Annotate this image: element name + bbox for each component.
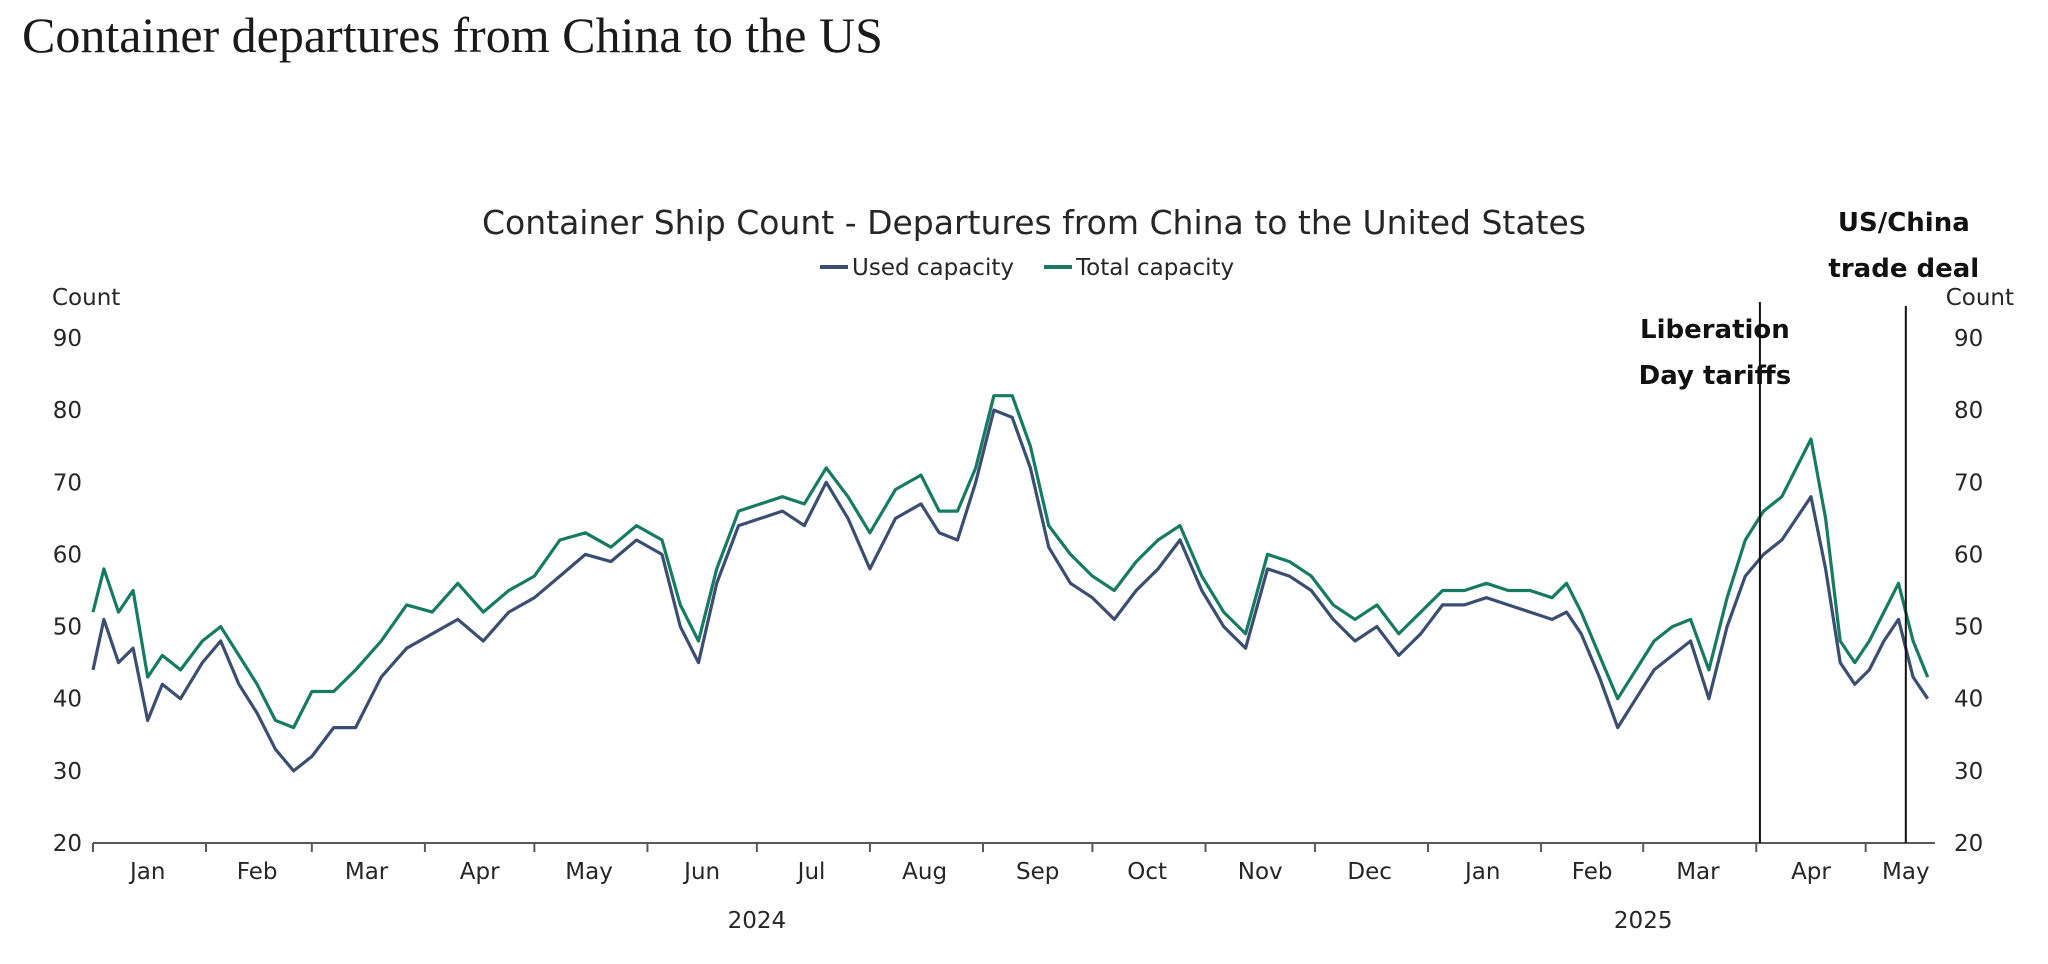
y-axis-right-title: Count <box>1946 285 2014 311</box>
x-tick-label: Dec <box>1347 859 1392 885</box>
x-tick-label: Jul <box>796 859 826 885</box>
y-axis-right: 20 30 40 50 60 70 80 90 <box>1954 326 1983 857</box>
x-tick-label: Sep <box>1016 859 1059 885</box>
y-axis-left: 20 30 40 50 60 70 80 90 <box>53 326 82 857</box>
y-tick-label-left: 90 <box>53 326 82 352</box>
series-lines <box>91 394 1930 773</box>
y-tick-label-left: 70 <box>53 470 82 496</box>
x-axis: Jan Feb Mar Apr May Jun Jul Aug Sep Oct Nov Dec Jan F… <box>92 842 1935 934</box>
y-tick-label-right: 30 <box>1954 759 1983 785</box>
y-tick-label-left: 30 <box>53 759 82 785</box>
x-tick-label: May <box>565 859 613 885</box>
annotation-label: trade deal <box>1828 254 1979 284</box>
y-tick-label-right: 50 <box>1954 615 1983 641</box>
x-tick-label: Oct <box>1127 859 1167 885</box>
y-tick-label-right: 70 <box>1954 470 1983 496</box>
x-tick-label: Apr <box>460 859 500 885</box>
y-tick-label-left: 20 <box>53 831 82 857</box>
x-tick-label: Mar <box>345 859 389 885</box>
x-tick-label: Mar <box>1676 859 1720 885</box>
y-tick-label-right: 80 <box>1954 398 1983 424</box>
annotations: Liberation Day tariffs US/China trade deal <box>1639 208 1979 843</box>
y-tick-label-left: 50 <box>53 615 82 641</box>
series-line-used-capacity <box>91 408 1930 773</box>
y-tick-label-right: 40 <box>1954 687 1983 713</box>
x-tick-label: Apr <box>1791 859 1831 885</box>
annotation-label: Day tariffs <box>1639 361 1792 391</box>
x-tick-label: Feb <box>1572 859 1613 885</box>
annotation-label: US/China <box>1838 208 1970 238</box>
x-tick-label: Nov <box>1238 859 1283 885</box>
y-tick-label-right: 60 <box>1954 542 1983 568</box>
x-tick-label: Feb <box>237 859 278 885</box>
x-tick-label: Jan <box>128 859 165 885</box>
y-tick-label-right: 90 <box>1954 326 1983 352</box>
legend-label-used: Used capacity <box>852 255 1014 281</box>
legend-label-total: Total capacity <box>1075 255 1234 281</box>
series-line-total-capacity <box>91 394 1930 730</box>
x-year-label: 2024 <box>728 908 787 934</box>
y-tick-label-left: 80 <box>53 398 82 424</box>
y-tick-label-left: 60 <box>53 542 82 568</box>
y-tick-label-left: 40 <box>53 687 82 713</box>
x-year-label: 2025 <box>1614 908 1673 934</box>
annotation-label: Liberation <box>1640 315 1790 345</box>
y-axis-left-title: Count <box>52 285 120 311</box>
x-tick-label: Jan <box>1463 859 1500 885</box>
x-tick-label: May <box>1882 859 1930 885</box>
x-tick-label: Aug <box>902 859 947 885</box>
y-tick-label-right: 20 <box>1954 831 1983 857</box>
chart-title: Container Ship Count - Departures from C… <box>482 203 1586 242</box>
legend: Used capacity Total capacity <box>820 255 1234 281</box>
x-tick-label: Jun <box>682 859 720 885</box>
page-title: Container departures from China to the U… <box>22 7 883 63</box>
